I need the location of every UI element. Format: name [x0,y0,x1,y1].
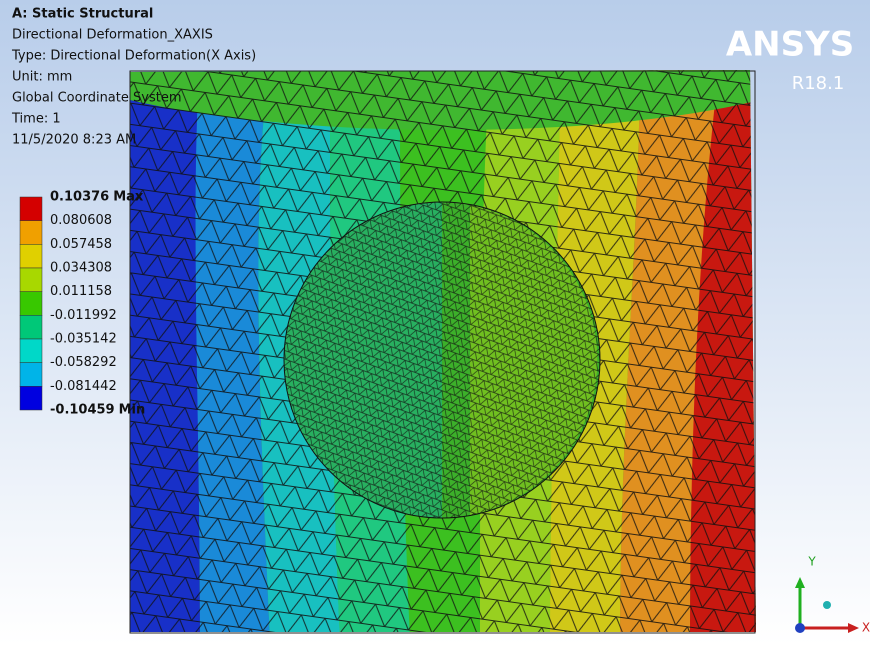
logo-version: R18.1 [792,73,845,94]
page: {"header": {"title": "A: Static Structur… [0,0,870,645]
legend-swatch [20,268,42,292]
legend-level: 0.10376 [50,190,109,205]
triad-y-label: Y [807,555,816,569]
header-line: Type: Directional Deformation(X Axis) [11,49,256,64]
legend-level: -0.011992 [50,308,117,323]
legend-level: -0.10459 [50,403,115,418]
legend-swatch [20,221,42,245]
legend-level: 0.057458 [50,237,112,252]
legend-swatch [20,244,42,268]
logo: ANSYS [726,25,854,65]
legend-level: 0.011158 [50,284,112,299]
header-line: 11/5/2020 8:23 AM [12,133,136,148]
header-line: Unit: mm [12,70,72,85]
triad-x-label: X [862,621,870,635]
legend-swatch [20,386,42,410]
legend-level: 0.034308 [50,261,112,276]
legend-swatch [20,292,42,316]
header-line: Global Coordinate System [12,91,181,106]
legend-level: -0.058292 [50,355,117,370]
legend-swatch [20,197,42,221]
legend-max-tag: Max [113,190,144,205]
legend-level: -0.035142 [50,332,117,347]
legend-swatch [20,339,42,363]
legend-swatch [20,315,42,339]
viewport: A: Static Structural Directional Deforma… [0,0,870,645]
legend-swatch [20,363,42,387]
analysis-title: A: Static Structural [12,7,153,22]
header-line: Directional Deformation_XAXIS [12,28,213,43]
legend-level: 0.080608 [50,213,112,228]
model [130,60,760,640]
legend-min-tag: Min [119,403,146,418]
legend-level: -0.081442 [50,379,117,394]
header-line: Time: 1 [11,112,61,127]
